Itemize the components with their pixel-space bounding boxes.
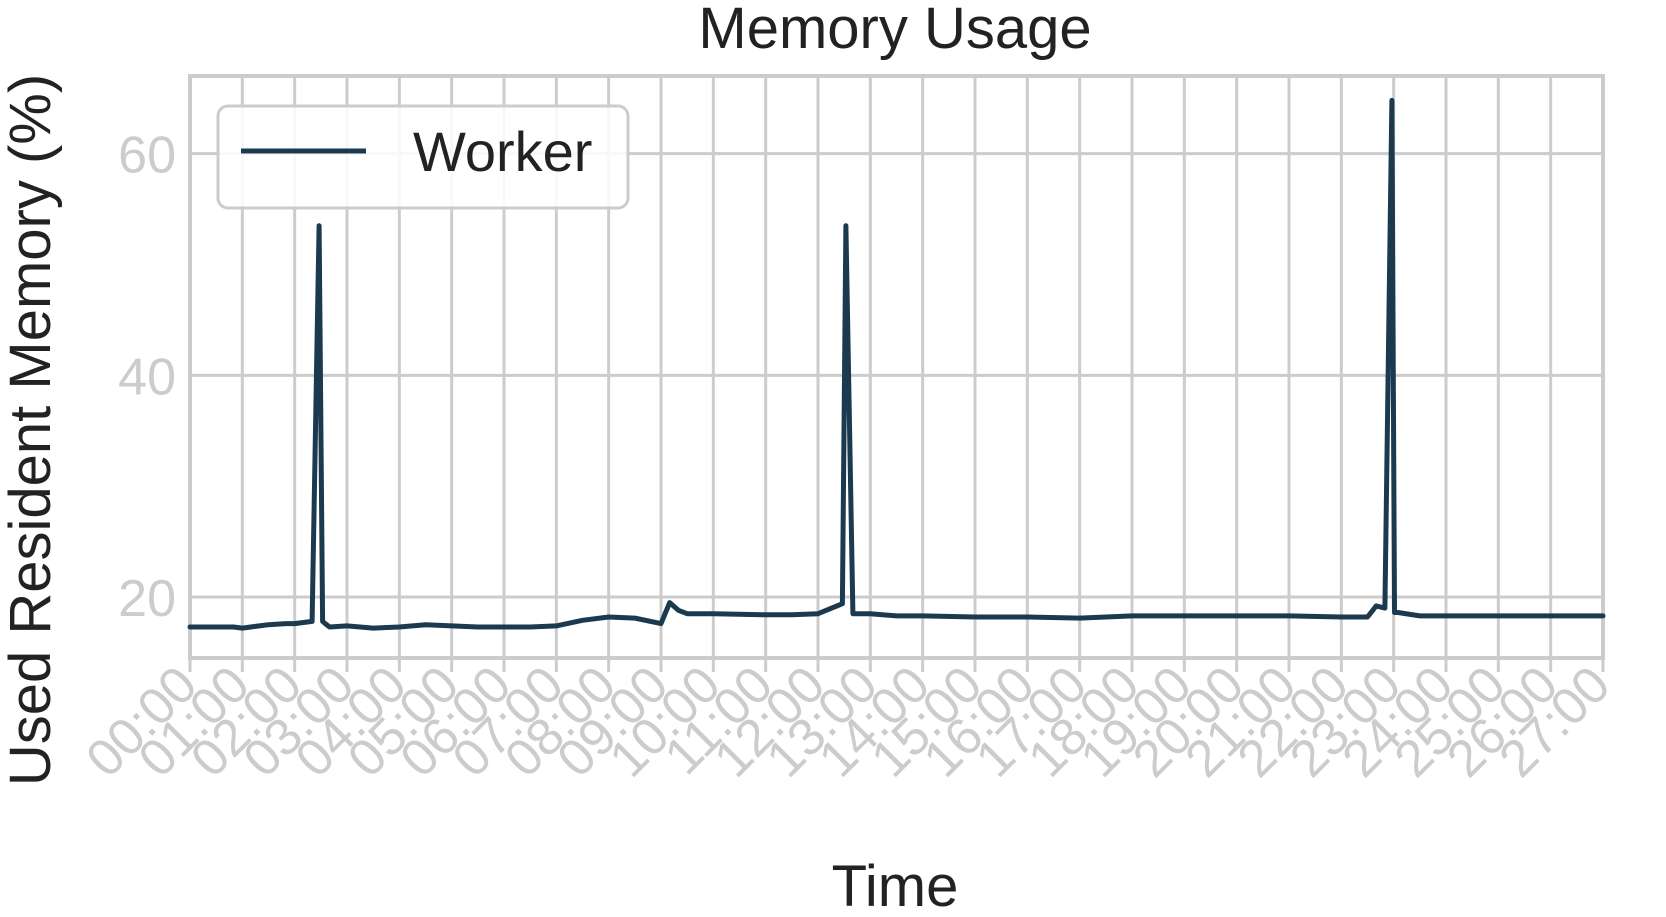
y-tick-label: 20 (118, 570, 176, 628)
x-axis-label: Time (832, 854, 959, 917)
y-tick-label: 60 (118, 127, 176, 185)
series-line-worker (187, 97, 1606, 631)
chart-title: Memory Usage (698, 0, 1091, 61)
y-tick-labels: 20 40 60 (118, 127, 176, 628)
plot-frame (188, 74, 1605, 660)
legend-label-worker: Worker (413, 120, 592, 183)
legend: Worker (216, 104, 630, 210)
x-tick-labels: 00:0001:0002:0003:0004:0005:0006:0007:00… (75, 655, 1621, 788)
series-layer (187, 97, 1606, 631)
legend-box (216, 104, 630, 210)
y-axis-label: Used Resident Memory (%) (0, 74, 63, 786)
y-tick-label: 40 (118, 348, 176, 406)
